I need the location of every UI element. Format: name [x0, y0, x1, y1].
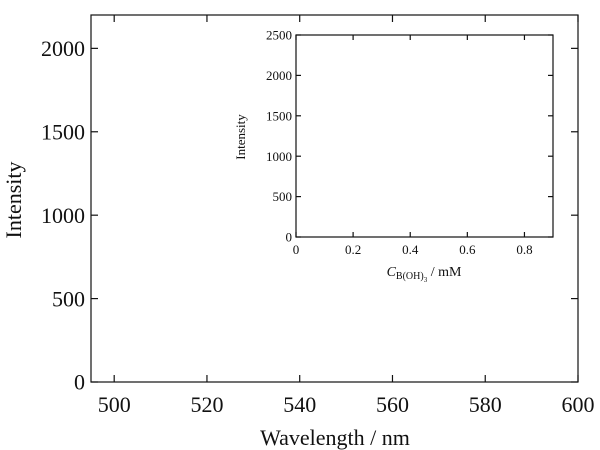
x-tick-label: 580 — [469, 392, 502, 417]
y-tick-label: 2500 — [266, 28, 292, 43]
inset-tick-labels: 0 0.2 0.4 0.6 0.8 0 500 1000 1500 2000 2500 — [266, 28, 533, 257]
main-y-axis-label: Intensity — [1, 162, 26, 239]
x-tick-label: 0.6 — [459, 242, 476, 257]
inset-x-axis-subscript: B(OH) — [396, 271, 424, 282]
y-tick-label: 2000 — [41, 36, 85, 61]
x-tick-label: 0.8 — [516, 242, 532, 257]
y-tick-label: 1000 — [41, 203, 85, 228]
y-tick-label: 1000 — [266, 149, 292, 164]
x-tick-label: 0.2 — [345, 242, 361, 257]
y-tick-label: 0 — [286, 230, 293, 245]
x-tick-label: 0 — [293, 242, 300, 257]
inset-x-axis-label: CB(OH)3 / mM — [387, 265, 462, 284]
inset-x-axis-subscript-2: 3 — [424, 276, 428, 284]
y-tick-label: 1500 — [41, 119, 85, 144]
x-tick-label: 520 — [190, 392, 223, 417]
inset-x-axis-symbol: C — [387, 265, 397, 280]
y-tick-label: 500 — [273, 189, 293, 204]
y-tick-label: 500 — [52, 286, 85, 311]
inset-x-axis-unit: / mM — [427, 265, 462, 280]
main-x-axis-label: Wavelength / nm — [260, 425, 410, 450]
y-tick-label: 1500 — [266, 108, 292, 123]
inset-plot-frame — [295, 34, 554, 238]
x-tick-label: 600 — [562, 392, 595, 417]
x-tick-label: 540 — [283, 392, 316, 417]
inset-axis-ticks — [295, 34, 553, 238]
y-tick-label: 2000 — [266, 68, 292, 83]
main-axis-ticks — [91, 15, 579, 383]
x-tick-label: 0.4 — [402, 242, 419, 257]
main-tick-labels: 500 520 540 560 580 600 0 500 1000 1500 2000 — [41, 36, 595, 417]
x-tick-label: 560 — [376, 392, 409, 417]
inset-y-axis-label: Intensity — [233, 114, 248, 160]
x-tick-label: 500 — [98, 392, 131, 417]
y-tick-label: 0 — [74, 370, 85, 395]
